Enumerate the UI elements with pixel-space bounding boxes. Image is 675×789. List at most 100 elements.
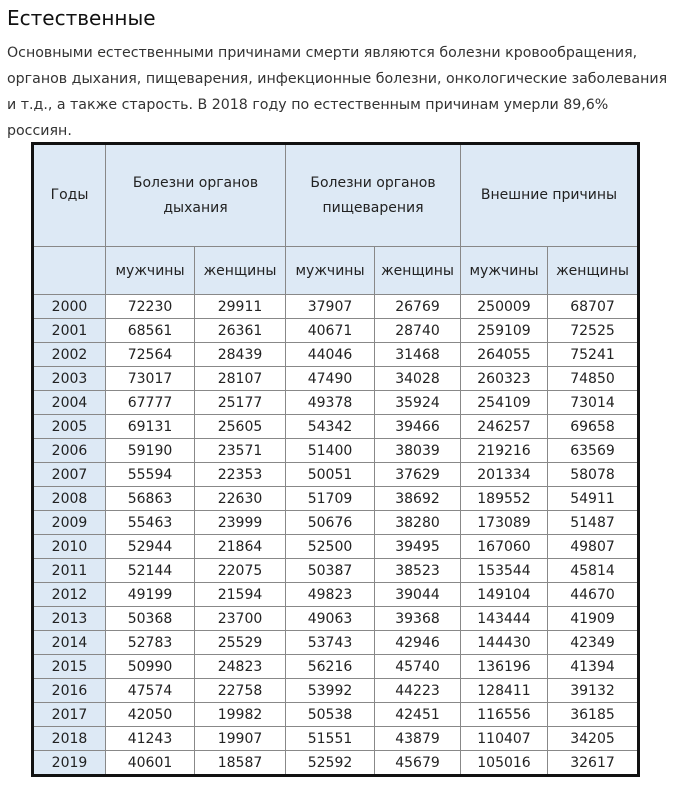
value-cell: 53743 bbox=[285, 630, 375, 655]
value-cell: 128411 bbox=[460, 678, 548, 703]
group-header-digestive: Болезни органов пищеварения bbox=[285, 143, 461, 247]
value-cell: 25529 bbox=[194, 630, 286, 655]
table-row: 2012 49199 21594 49823 39044 149104 44670 bbox=[32, 582, 639, 607]
group-header-respiratory: Болезни органов дыхания bbox=[105, 143, 286, 247]
year-cell: 2016 bbox=[32, 678, 106, 703]
value-cell: 23571 bbox=[194, 438, 286, 463]
value-cell: 75241 bbox=[547, 342, 639, 367]
value-cell: 59190 bbox=[105, 438, 195, 463]
year-cell: 2003 bbox=[32, 366, 106, 391]
value-cell: 105016 bbox=[460, 750, 548, 776]
table-row: 2014 52783 25529 53743 42946 144430 42349 bbox=[32, 630, 639, 655]
value-cell: 67777 bbox=[105, 390, 195, 415]
table-row: 2013 50368 23700 49063 39368 143444 41909 bbox=[32, 606, 639, 631]
intro-paragraph: Основными естественными причинами смерти… bbox=[7, 45, 668, 139]
table-row: 2011 52144 22075 50387 38523 153544 45814 bbox=[32, 558, 639, 583]
value-cell: 52500 bbox=[285, 534, 375, 559]
year-header: Годы bbox=[32, 143, 106, 247]
value-cell: 49378 bbox=[285, 390, 375, 415]
value-cell: 44670 bbox=[547, 582, 639, 607]
value-cell: 72525 bbox=[547, 318, 639, 343]
year-cell: 2010 bbox=[32, 534, 106, 559]
value-cell: 49063 bbox=[285, 606, 375, 631]
value-cell: 23999 bbox=[194, 510, 286, 535]
value-cell: 50051 bbox=[285, 462, 375, 487]
table-row: 2002 72564 28439 44046 31468 264055 75241 bbox=[32, 342, 639, 367]
value-cell: 68707 bbox=[547, 294, 639, 319]
value-cell: 149104 bbox=[460, 582, 548, 607]
table-row: 2010 52944 21864 52500 39495 167060 49807 bbox=[32, 534, 639, 559]
value-cell: 41243 bbox=[105, 726, 195, 751]
value-cell: 69131 bbox=[105, 414, 195, 439]
value-cell: 39132 bbox=[547, 678, 639, 703]
value-cell: 58078 bbox=[547, 462, 639, 487]
year-cell: 2011 bbox=[32, 558, 106, 583]
table-row: 2007 55594 22353 50051 37629 201334 58078 bbox=[32, 462, 639, 487]
year-cell: 2019 bbox=[32, 750, 106, 776]
value-cell: 28740 bbox=[374, 318, 461, 343]
value-cell: 38692 bbox=[374, 486, 461, 511]
value-cell: 28439 bbox=[194, 342, 286, 367]
value-cell: 25177 bbox=[194, 390, 286, 415]
table-row: 2017 42050 19982 50538 42451 116556 36185 bbox=[32, 702, 639, 727]
value-cell: 32617 bbox=[547, 750, 639, 776]
value-cell: 55594 bbox=[105, 462, 195, 487]
value-cell: 49823 bbox=[285, 582, 375, 607]
value-cell: 22353 bbox=[194, 462, 286, 487]
value-cell: 51400 bbox=[285, 438, 375, 463]
table-row: 2005 69131 25605 54342 39466 246257 69658 bbox=[32, 414, 639, 439]
year-cell: 2009 bbox=[32, 510, 106, 535]
value-cell: 116556 bbox=[460, 702, 548, 727]
value-cell: 50990 bbox=[105, 654, 195, 679]
year-cell: 2000 bbox=[32, 294, 106, 319]
year-cell: 2008 bbox=[32, 486, 106, 511]
section-title: Естественные bbox=[7, 6, 156, 30]
value-cell: 19907 bbox=[194, 726, 286, 751]
value-cell: 29911 bbox=[194, 294, 286, 319]
table-row: 2009 55463 23999 50676 38280 173089 51487 bbox=[32, 510, 639, 535]
year-cell: 2002 bbox=[32, 342, 106, 367]
year-cell: 2014 bbox=[32, 630, 106, 655]
value-cell: 22630 bbox=[194, 486, 286, 511]
value-cell: 54342 bbox=[285, 414, 375, 439]
year-cell: 2018 bbox=[32, 726, 106, 751]
value-cell: 55463 bbox=[105, 510, 195, 535]
value-cell: 22075 bbox=[194, 558, 286, 583]
value-cell: 45679 bbox=[374, 750, 461, 776]
value-cell: 37907 bbox=[285, 294, 375, 319]
value-cell: 264055 bbox=[460, 342, 548, 367]
table-row: 2003 73017 28107 47490 34028 260323 74850 bbox=[32, 366, 639, 391]
value-cell: 56216 bbox=[285, 654, 375, 679]
value-cell: 42050 bbox=[105, 702, 195, 727]
value-cell: 52592 bbox=[285, 750, 375, 776]
value-cell: 39495 bbox=[374, 534, 461, 559]
value-cell: 49807 bbox=[547, 534, 639, 559]
value-cell: 34028 bbox=[374, 366, 461, 391]
value-cell: 260323 bbox=[460, 366, 548, 391]
value-cell: 51487 bbox=[547, 510, 639, 535]
value-cell: 143444 bbox=[460, 606, 548, 631]
value-cell: 44223 bbox=[374, 678, 461, 703]
value-cell: 56863 bbox=[105, 486, 195, 511]
value-cell: 136196 bbox=[460, 654, 548, 679]
value-cell: 22758 bbox=[194, 678, 286, 703]
value-cell: 42451 bbox=[374, 702, 461, 727]
value-cell: 39368 bbox=[374, 606, 461, 631]
year-cell: 2001 bbox=[32, 318, 106, 343]
value-cell: 40601 bbox=[105, 750, 195, 776]
value-cell: 63569 bbox=[547, 438, 639, 463]
value-cell: 69658 bbox=[547, 414, 639, 439]
value-cell: 28107 bbox=[194, 366, 286, 391]
value-cell: 74850 bbox=[547, 366, 639, 391]
value-cell: 52944 bbox=[105, 534, 195, 559]
table-row: 2019 40601 18587 52592 45679 105016 32617 bbox=[32, 750, 639, 776]
value-cell: 25605 bbox=[194, 414, 286, 439]
value-cell: 42946 bbox=[374, 630, 461, 655]
value-cell: 37629 bbox=[374, 462, 461, 487]
value-cell: 52144 bbox=[105, 558, 195, 583]
value-cell: 44046 bbox=[285, 342, 375, 367]
value-cell: 39044 bbox=[374, 582, 461, 607]
table-row: 2001 68561 26361 40671 28740 259109 72525 bbox=[32, 318, 639, 343]
value-cell: 53992 bbox=[285, 678, 375, 703]
value-cell: 51551 bbox=[285, 726, 375, 751]
